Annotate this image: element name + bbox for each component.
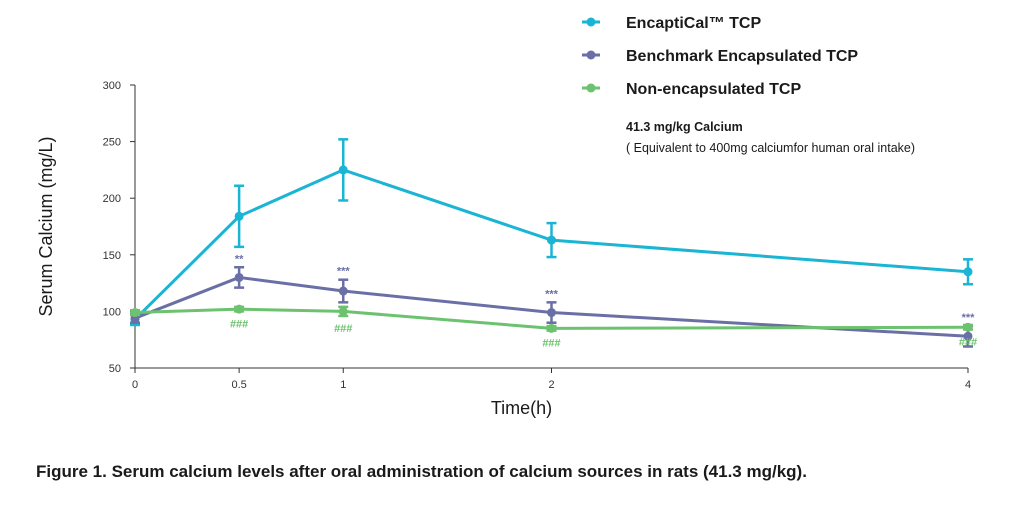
significance-marker: ### bbox=[334, 323, 352, 335]
plot-area: ***********### ###### ### bbox=[130, 138, 977, 350]
axes: 50 100 150 200 250 300 0 0.5 1 2 4 bbox=[103, 80, 971, 391]
data-point bbox=[234, 272, 244, 282]
data-point bbox=[963, 322, 973, 332]
data-point bbox=[338, 306, 348, 316]
y-tick-label: 150 bbox=[103, 250, 121, 262]
legend-item: Benchmark Encapsulated TCP bbox=[582, 48, 858, 65]
y-tick-label: 100 bbox=[103, 306, 121, 318]
x-tick-label: 0.5 bbox=[231, 379, 246, 391]
series-2: ### ### ### ### bbox=[130, 304, 977, 350]
data-point bbox=[234, 211, 244, 221]
figure-caption: Figure 1. Serum calcium levels after ora… bbox=[36, 462, 807, 481]
significance-marker: ### bbox=[959, 337, 977, 349]
legend-label: Non-encapsulated TCP bbox=[626, 81, 801, 98]
y-tick-label: 200 bbox=[103, 193, 121, 205]
data-point bbox=[547, 308, 556, 318]
legend-item: Non-encapsulated TCP bbox=[582, 81, 801, 98]
chart: EncaptiCal™ TCP Benchmark Encapsulated TC… bbox=[36, 15, 977, 418]
x-axis-title: Time(h) bbox=[491, 398, 552, 418]
x-tick-label: 1 bbox=[340, 379, 346, 391]
annotation-text: ( Equivalent to 400mg calciumfor human o… bbox=[626, 141, 915, 155]
x-tick-label: 2 bbox=[548, 379, 554, 391]
x-tick-label: 4 bbox=[965, 379, 971, 391]
y-tick-label: 50 bbox=[109, 363, 121, 375]
y-tick-label: 300 bbox=[103, 80, 121, 92]
significance-marker: ### bbox=[230, 318, 248, 330]
significance-marker: *** bbox=[545, 288, 559, 300]
legend-marker bbox=[586, 83, 596, 93]
legend: EncaptiCal™ TCP Benchmark Encapsulated TC… bbox=[582, 15, 858, 98]
data-point bbox=[547, 235, 556, 245]
data-point bbox=[547, 323, 556, 333]
legend-marker bbox=[586, 50, 596, 60]
y-tick-label: 250 bbox=[103, 137, 121, 149]
data-point bbox=[338, 165, 348, 175]
legend-label: Benchmark Encapsulated TCP bbox=[626, 48, 858, 65]
data-point bbox=[130, 308, 140, 318]
significance-marker: *** bbox=[337, 266, 351, 278]
significance-marker: ** bbox=[235, 253, 244, 265]
annotation-title: 41.3 mg/kg Calcium bbox=[626, 120, 743, 134]
x-tick-label: 0 bbox=[132, 379, 138, 391]
legend-item: EncaptiCal™ TCP bbox=[582, 15, 761, 32]
data-point bbox=[234, 304, 244, 314]
data-point bbox=[963, 331, 973, 341]
legend-marker bbox=[586, 17, 596, 27]
legend-label: EncaptiCal™ TCP bbox=[626, 15, 761, 32]
y-axis-title: Serum Calcium (mg/L) bbox=[36, 136, 56, 316]
data-point bbox=[338, 286, 348, 296]
significance-marker: ### bbox=[542, 338, 560, 350]
significance-marker: *** bbox=[962, 312, 976, 324]
data-point bbox=[963, 267, 973, 277]
